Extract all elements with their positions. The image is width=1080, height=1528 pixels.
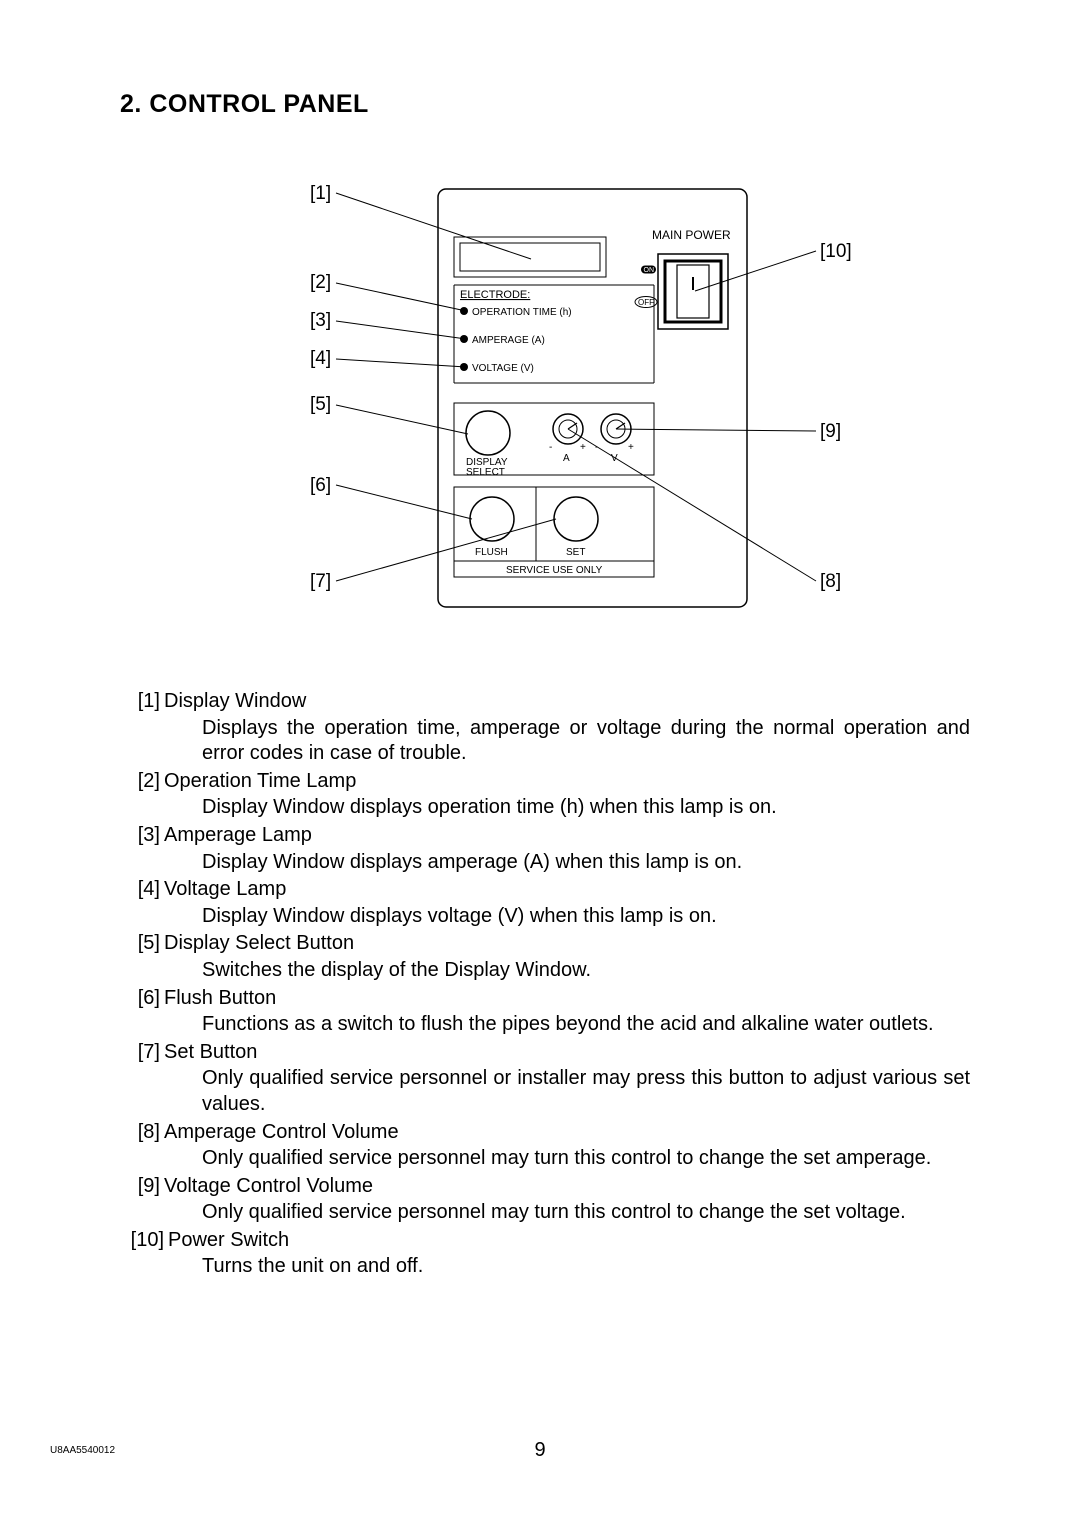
def-tag: [7] xyxy=(120,1040,164,1066)
section-number: 2. xyxy=(120,90,142,118)
callout-10: [10] xyxy=(820,241,852,263)
label-off: OFF xyxy=(638,298,654,307)
label-main-power: MAIN POWER xyxy=(652,228,731,242)
label-plus-a: + xyxy=(580,442,586,453)
callout-2: [2] xyxy=(310,272,331,294)
def-name: Voltage Control Volume xyxy=(164,1174,373,1200)
def-tag: [3] xyxy=(120,823,164,849)
def-body: Displays the operation time, amperage or… xyxy=(120,716,970,767)
callout-9: [9] xyxy=(820,421,841,443)
def-name: Display Window xyxy=(164,689,306,715)
def-tag: [4] xyxy=(120,877,164,903)
def-tag: [6] xyxy=(120,986,164,1012)
def-body: Display Window displays voltage (V) when… xyxy=(120,904,970,930)
def-body: Only qualified service personnel may tur… xyxy=(120,1146,970,1172)
def-tag: [1] xyxy=(120,689,164,715)
label-minus: - xyxy=(549,442,552,453)
def-name: Amperage Lamp xyxy=(164,823,312,849)
label-voltage: VOLTAGE (V) xyxy=(472,363,534,374)
label-service: SERVICE USE ONLY xyxy=(506,565,603,576)
definitions-list: [1] Display WindowDisplays the operation… xyxy=(120,689,970,1280)
def-body: Turns the unit on and off. xyxy=(120,1254,970,1280)
def-name: Display Select Button xyxy=(164,931,354,957)
def-name: Power Switch xyxy=(168,1228,289,1254)
label-a-small: A xyxy=(563,453,570,464)
def-name: Set Button xyxy=(164,1040,257,1066)
def-body: Functions as a switch to flush the pipes… xyxy=(120,1012,970,1038)
label-on: ON xyxy=(644,267,655,274)
label-amperage: AMPERAGE (A) xyxy=(472,335,545,346)
def-body: Only qualified service personnel may tur… xyxy=(120,1200,970,1226)
def-body: Display Window displays amperage (A) whe… xyxy=(120,850,970,876)
def-tag: [2] xyxy=(120,769,164,795)
def-body: Switches the display of the Display Wind… xyxy=(120,958,970,984)
callout-7: [7] xyxy=(310,571,331,593)
label-plus-v: + xyxy=(628,442,634,453)
page-number: 9 xyxy=(50,1439,1030,1462)
callout-3: [3] xyxy=(310,310,331,332)
def-body: Only qualified service personnel or inst… xyxy=(120,1066,970,1117)
def-tag: [5] xyxy=(120,931,164,957)
section-heading: 2. CONTROL PANEL xyxy=(120,90,970,119)
callout-5: [5] xyxy=(310,394,331,416)
callout-4: [4] xyxy=(310,348,331,370)
label-flush: FLUSH xyxy=(475,547,508,558)
def-name: Amperage Control Volume xyxy=(164,1120,399,1146)
label-op-time: OPERATION TIME (h) xyxy=(472,307,572,318)
def-tag: [9] xyxy=(120,1174,164,1200)
def-name: Operation Time Lamp xyxy=(164,769,356,795)
def-tag: [8] xyxy=(120,1120,164,1146)
label-electrode: ELECTRODE: xyxy=(460,289,530,301)
label-display-2: SELECT xyxy=(466,467,505,478)
def-tag: [10] xyxy=(120,1228,168,1254)
callout-1: [1] xyxy=(310,183,331,205)
callout-6: [6] xyxy=(310,475,331,497)
def-name: Flush Button xyxy=(164,986,276,1012)
label-set: SET xyxy=(566,547,585,558)
callout-8: [8] xyxy=(820,571,841,593)
def-body: Display Window displays operation time (… xyxy=(120,795,970,821)
section-title-text: CONTROL PANEL xyxy=(149,90,368,118)
control-panel-diagram: [1] [2] [3] [4] [5] [6] [7] [8] [9] [10]… xyxy=(220,179,860,639)
def-name: Voltage Lamp xyxy=(164,877,286,903)
